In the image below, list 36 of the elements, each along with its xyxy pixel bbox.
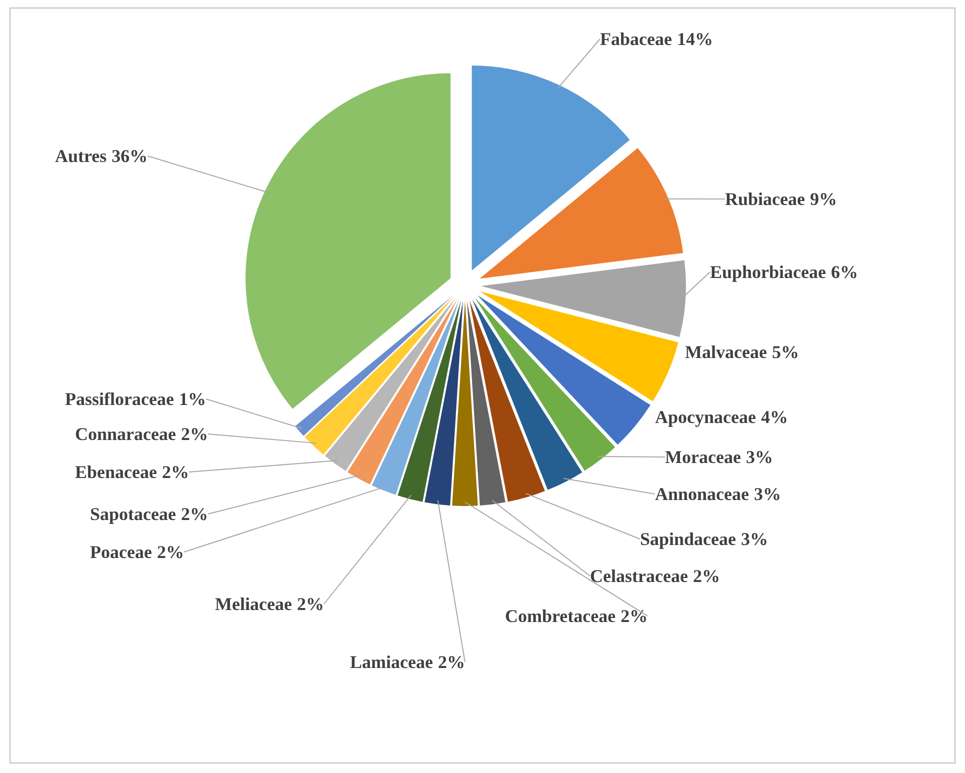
slice-label: Sapindaceae	[640, 529, 736, 549]
slice-label: Euphorbiaceae	[710, 262, 826, 282]
slice-label: Autres	[55, 146, 107, 166]
data-label: 2%	[620, 606, 648, 626]
slice-label: Rubiaceae	[725, 189, 805, 209]
slice-label: Lamiaceae	[350, 652, 433, 672]
data-label: 6%	[831, 262, 858, 282]
slice-label: Sapotaceae	[90, 504, 176, 524]
slice-label: Combretaceae	[505, 606, 616, 626]
data-label: 2%	[162, 462, 189, 482]
slice-label: Meliaceae	[215, 594, 292, 614]
data-label: 1%	[178, 389, 206, 409]
data-label: 2%	[296, 594, 324, 614]
slice-label: Connaraceae	[75, 424, 176, 444]
data-label: 9%	[810, 189, 837, 209]
data-label: 3%	[754, 484, 781, 504]
slice-label: Apocynaceae	[655, 407, 756, 427]
slice-label: Poaceae	[90, 542, 152, 562]
slice-label: Celastraceae	[590, 566, 688, 586]
slice-label: Moraceae	[665, 447, 741, 467]
data-label: 14%	[676, 29, 713, 49]
data-label: 2%	[180, 504, 208, 524]
slice-label: Passifloraceae	[65, 389, 174, 409]
data-label: 2%	[180, 424, 208, 444]
slice-label: Fabaceae	[600, 29, 672, 49]
slice-label: Annonaceae	[655, 484, 750, 504]
slice-label: Ebenaceae	[75, 462, 157, 482]
data-label: 2%	[438, 652, 465, 672]
data-label: 4%	[760, 407, 788, 427]
slice-label: Malvaceae	[685, 342, 767, 362]
data-label: 2%	[692, 566, 720, 586]
data-label: 5%	[772, 342, 799, 362]
data-label: 2%	[156, 542, 184, 562]
data-label: 3%	[746, 447, 773, 467]
data-label: 3%	[741, 529, 768, 549]
data-label: 36%	[112, 146, 148, 166]
